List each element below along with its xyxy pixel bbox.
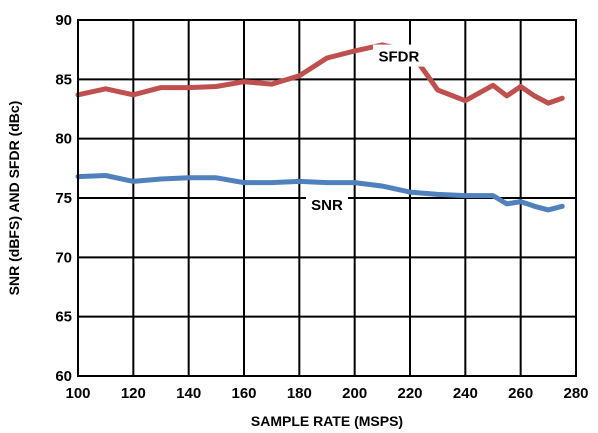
plot-border — [77, 19, 577, 377]
x-tick-label: 280 — [563, 385, 588, 402]
y-tick-label: 70 — [55, 249, 72, 266]
series-label-sfdr: SFDR — [379, 49, 420, 66]
series-label-snr: SNR — [311, 197, 343, 214]
x-tick-label: 200 — [342, 385, 367, 402]
x-axis-title: SAMPLE RATE (MSPS) — [251, 413, 403, 429]
series-label-bg — [372, 44, 425, 67]
series-lines — [75, 42, 565, 213]
y-tick-label: 65 — [55, 309, 72, 326]
series-label-bg — [306, 192, 348, 215]
series-line-snr — [75, 173, 565, 213]
y-tick-label: 85 — [55, 71, 72, 88]
x-tick-label: 180 — [287, 385, 312, 402]
x-tick-label: 160 — [231, 385, 256, 402]
x-tick-label: 140 — [176, 385, 201, 402]
y-tick-label: 75 — [55, 190, 72, 207]
x-tick-label: 120 — [121, 385, 146, 402]
series-line-sfdr — [75, 42, 565, 106]
y-tick-label: 80 — [55, 131, 72, 148]
x-axis-ticks: 100 120 140 160 180 200 220 240 260 280 — [65, 385, 588, 402]
x-tick-label: 260 — [508, 385, 533, 402]
y-axis-ticks: 60 65 70 75 80 85 90 — [55, 12, 72, 385]
x-tick-label: 240 — [453, 385, 478, 402]
y-axis-title: SNR (dBFS) AND SFDR (dBc) — [6, 101, 22, 296]
x-tick-label: 220 — [397, 385, 422, 402]
x-tick-label: 100 — [65, 385, 90, 402]
y-tick-label: 60 — [55, 368, 72, 385]
y-tick-label: 90 — [55, 12, 72, 29]
series-labels: SFDR SNR — [306, 44, 425, 215]
